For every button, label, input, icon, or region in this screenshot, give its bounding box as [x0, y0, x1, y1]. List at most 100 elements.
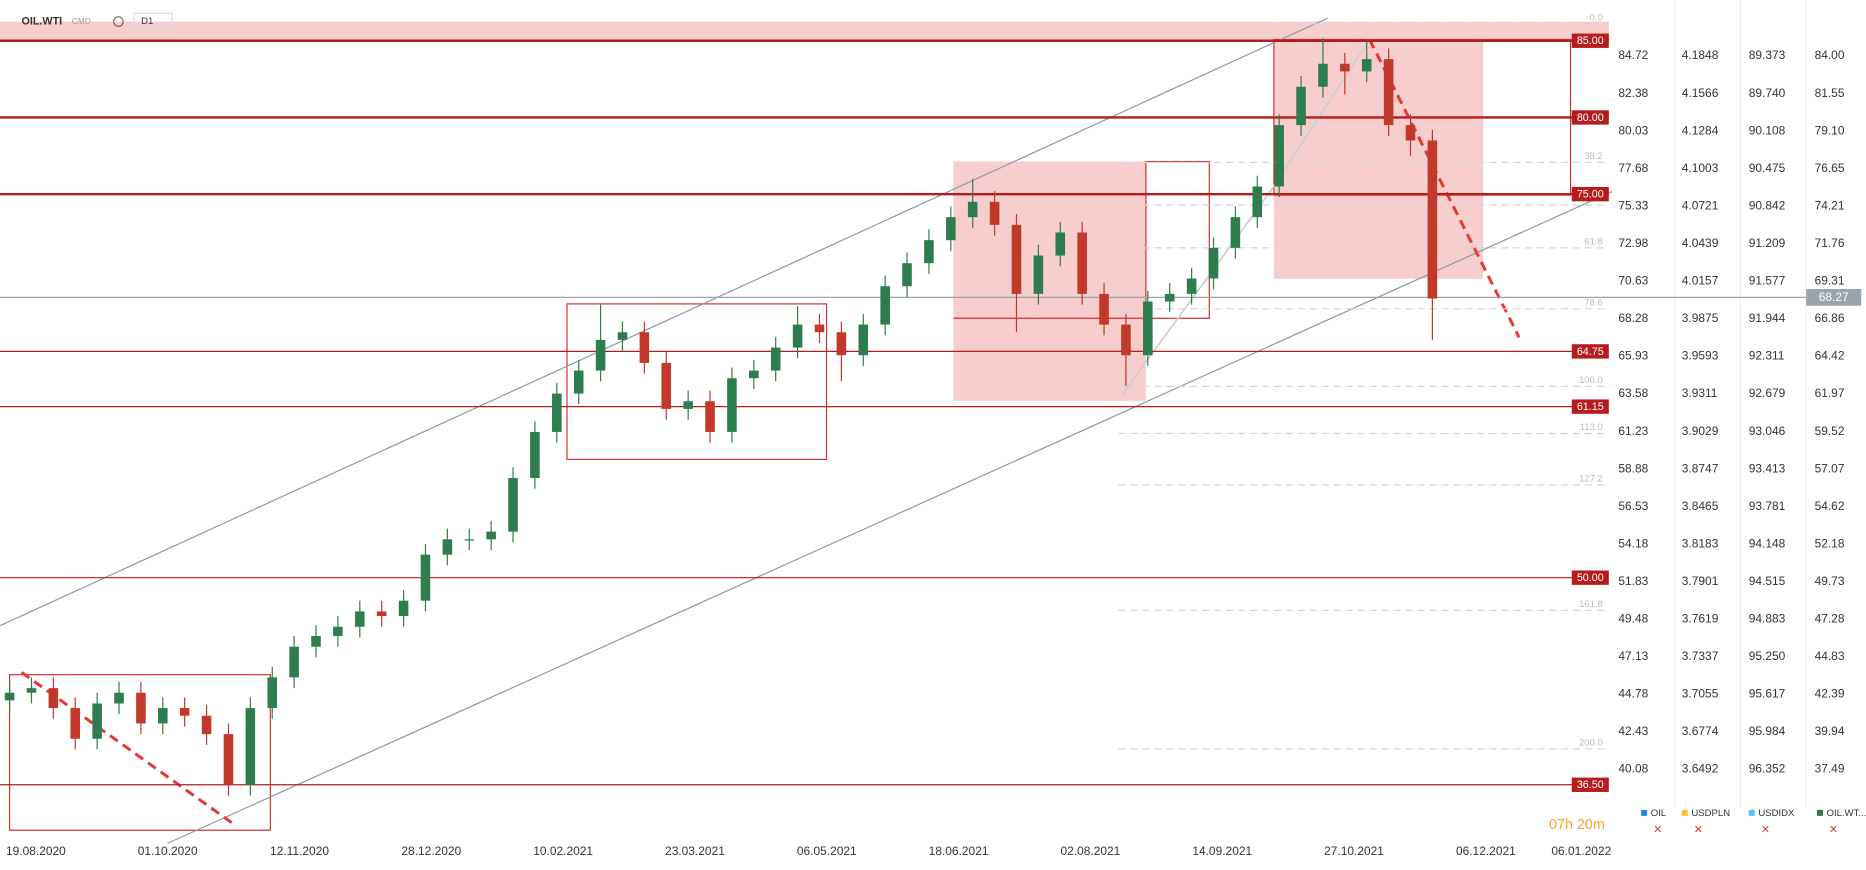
fib-label: 200.0: [1579, 737, 1603, 748]
candle-body: [1186, 278, 1197, 294]
y-tick-label: 44.83: [1815, 649, 1845, 663]
price-scale-label: 44.78: [1618, 687, 1648, 701]
legend-swatch: [1748, 809, 1755, 816]
price-scale-label: 3.9593: [1682, 349, 1719, 363]
x-tick-label: 18.06.2021: [929, 844, 989, 858]
zone: [1273, 39, 1484, 279]
price-scale-label: 75.33: [1618, 198, 1648, 212]
candle-body: [792, 324, 803, 348]
price-scale-label: 54.18: [1618, 536, 1648, 550]
fib-label: 161.8: [1579, 599, 1603, 610]
candle-body: [1383, 59, 1394, 126]
y-tick-label: 69.31: [1815, 274, 1845, 288]
fib-label: 127.2: [1579, 474, 1603, 485]
y-tick-label: 76.65: [1815, 161, 1845, 175]
level-tag: [1571, 344, 1609, 359]
candle-body: [223, 734, 234, 785]
price-scale-label: 63.58: [1618, 386, 1648, 400]
y-tick-label: 52.18: [1815, 536, 1845, 550]
candle-body: [749, 370, 759, 379]
level-tag: [1571, 110, 1609, 125]
legend-label: OIL: [1651, 808, 1666, 819]
price-scale-label: 90.842: [1749, 198, 1786, 212]
candle-body: [355, 611, 365, 627]
price-scale-label: 3.9875: [1682, 311, 1719, 325]
price-scale-label: 3.9029: [1682, 424, 1719, 438]
channel: [167, 190, 1613, 844]
candle-body: [858, 324, 869, 356]
x-tick-label: 19.08.2020: [6, 844, 66, 858]
price-scale-label: 70.63: [1618, 274, 1648, 288]
channel: [0, 17, 1328, 627]
candle-body: [508, 477, 518, 532]
x-tick-label: 28.12.2020: [401, 844, 461, 858]
price-scale-label: 3.7055: [1682, 687, 1719, 701]
candle-body: [1033, 255, 1044, 294]
price-scale-label: 4.1848: [1682, 48, 1719, 62]
legend-swatch: [1641, 809, 1648, 816]
price-scale-label: 91.209: [1749, 236, 1786, 250]
price-scale-label: 49.48: [1618, 612, 1648, 626]
interval-box[interactable]: [133, 12, 173, 31]
x-tick-label: 27.10.2021: [1324, 844, 1384, 858]
candle-body: [770, 347, 781, 371]
price-scale-label: 3.8183: [1682, 536, 1719, 550]
price-scale-label: 72.98: [1618, 236, 1648, 250]
legend-swatch: [1681, 809, 1688, 816]
candle-body: [4, 692, 15, 701]
y-tick-label: 81.55: [1815, 86, 1845, 100]
candle-body: [617, 332, 628, 340]
candle-body: [289, 646, 299, 678]
zone: [953, 161, 1146, 401]
candle-body: [836, 332, 847, 356]
price-scale-label: 65.93: [1618, 349, 1648, 363]
candle-body: [880, 286, 890, 325]
legend-close: ✕: [1694, 824, 1703, 836]
candle-body: [420, 554, 431, 601]
x-tick-label: 06.05.2021: [797, 844, 857, 858]
price-scale-label: 96.352: [1749, 762, 1786, 776]
level-tag: [1571, 399, 1609, 414]
price-scale-label: 92.679: [1749, 386, 1786, 400]
candle-body: [902, 263, 912, 287]
y-tick-label: 42.39: [1815, 687, 1845, 701]
price-scale-label: 4.0721: [1682, 198, 1719, 212]
candle-body: [486, 531, 496, 540]
candle-body: [376, 611, 387, 617]
candle-body: [179, 708, 190, 716]
y-tick-label: 71.76: [1815, 236, 1845, 250]
price-scale-label: 94.515: [1749, 574, 1786, 588]
x-tick-label: 06.01.2022: [1551, 844, 1611, 858]
x-tick-label: 01.10.2020: [138, 844, 198, 858]
candle-body: [26, 688, 37, 693]
price-scale-label: 3.7337: [1682, 649, 1719, 663]
price-scale-label: 40.08: [1618, 762, 1648, 776]
candle-body: [1121, 324, 1131, 356]
y-tick-label: 74.21: [1815, 198, 1845, 212]
level-tag: [1571, 570, 1609, 585]
x-tick-label: 12.11.2020: [270, 844, 329, 858]
level-label: 80.00: [1577, 112, 1604, 124]
candle-body: [530, 431, 540, 478]
x-tick-label: 10.02.2021: [533, 844, 593, 858]
price-scale-label: 77.68: [1618, 161, 1648, 175]
y-tick-label: 64.42: [1815, 349, 1845, 363]
level-label: 85.00: [1577, 35, 1604, 47]
candle-body: [136, 692, 146, 724]
price-scale-label: 3.6774: [1682, 724, 1719, 738]
price-scale-label: 3.8465: [1682, 499, 1719, 513]
interval[interactable]: D1: [141, 16, 153, 27]
candle-body: [705, 401, 715, 432]
level-label: 75.00: [1577, 189, 1604, 201]
price-scale-label: 95.984: [1749, 724, 1786, 738]
y-tick-label: 54.62: [1815, 499, 1845, 513]
candle-body: [201, 715, 212, 735]
y-tick-label: 61.97: [1815, 386, 1845, 400]
candle-body: [1143, 301, 1153, 356]
price-scale-label: 93.781: [1749, 499, 1786, 513]
clock-icon[interactable]: [113, 16, 124, 28]
price-scale-label: 51.83: [1618, 574, 1648, 588]
level-label: 61.15: [1577, 401, 1604, 413]
symbol[interactable]: OIL.WTI: [22, 15, 63, 27]
